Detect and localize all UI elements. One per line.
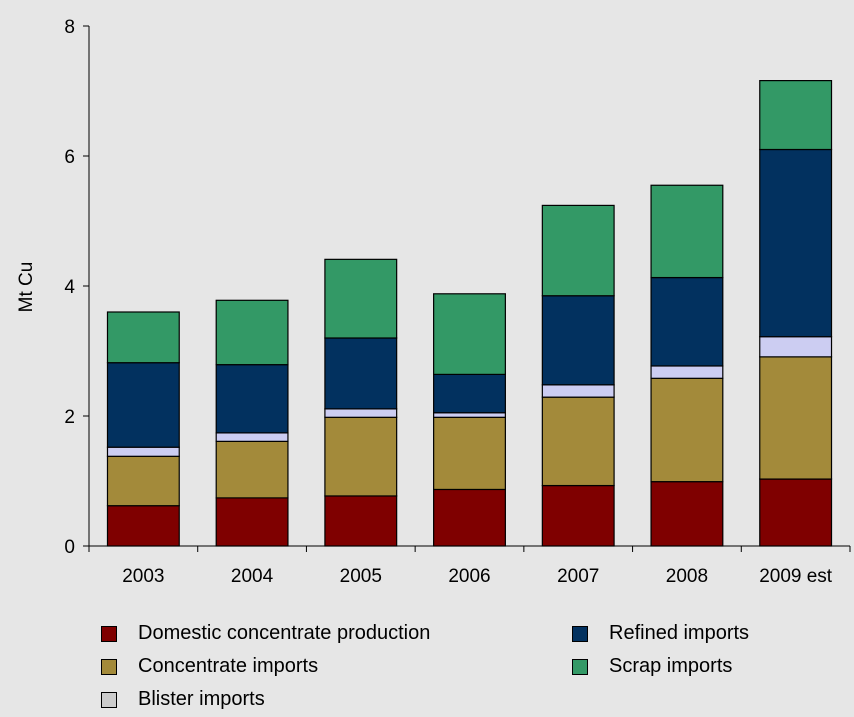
bar-segment-blister-imports — [650, 365, 724, 379]
bar-segment-refined-imports — [215, 364, 289, 434]
bar-segment-domestic-concentrate-production — [215, 497, 289, 547]
bar-segment-refined-imports — [433, 373, 506, 414]
bar-segment-concentrate-imports — [759, 356, 833, 480]
bar-segment-concentrate-imports — [324, 416, 398, 497]
bar-segment-refined-imports — [759, 148, 833, 338]
x-tick-label: 2003 — [122, 566, 164, 587]
bar-segment-concentrate-imports — [433, 416, 506, 491]
y-tick-label: 6 — [64, 147, 75, 168]
bar-segment-domestic-concentrate-production — [433, 488, 506, 547]
bar-segment-scrap-imports — [215, 299, 289, 366]
bar-segment-blister-imports — [324, 408, 398, 418]
x-tick-label: 2005 — [340, 566, 382, 587]
bar-segment-domestic-concentrate-production — [541, 484, 615, 547]
bar-segment-domestic-concentrate-production — [106, 505, 180, 547]
bar-segment-scrap-imports — [650, 184, 724, 279]
bar-segment-refined-imports — [650, 276, 724, 367]
bar-segment-domestic-concentrate-production — [324, 495, 398, 547]
bar-segment-concentrate-imports — [106, 455, 180, 507]
bar-segment-blister-imports — [433, 412, 506, 418]
bars — [106, 79, 833, 547]
y-tick-label: 2 — [64, 407, 75, 428]
bar-segment-refined-imports — [324, 337, 398, 410]
bar-segment-scrap-imports — [541, 204, 615, 297]
bar-segment-concentrate-imports — [650, 377, 724, 483]
y-axis-label: Mt Cu — [16, 262, 37, 313]
axes: 0 2 4 6 8 2003 2004 2005 2006 2007 2008 2009 est — [64, 17, 851, 587]
bar-segment-concentrate-imports — [215, 440, 289, 499]
bar-segment-refined-imports — [541, 295, 615, 386]
bar-segment-domestic-concentrate-production — [650, 481, 724, 547]
x-tick-label: 2008 — [666, 566, 708, 587]
bar-segment-scrap-imports — [759, 79, 833, 151]
x-tick-label: 2007 — [557, 566, 599, 587]
bar-segment-domestic-concentrate-production — [759, 478, 833, 547]
x-tick-label: 2009 est — [759, 566, 833, 587]
bar-segment-scrap-imports — [106, 311, 180, 364]
bar-segment-scrap-imports — [433, 293, 506, 375]
bar-segment-scrap-imports — [324, 258, 398, 339]
bar-segment-blister-imports — [541, 384, 615, 398]
x-tick-label: 2006 — [448, 566, 490, 587]
bar-segment-concentrate-imports — [541, 396, 615, 487]
bar-segment-blister-imports — [759, 336, 833, 358]
y-tick-label: 0 — [64, 537, 75, 558]
bar-segment-refined-imports — [106, 362, 180, 448]
y-tick-label: 4 — [64, 277, 75, 298]
bar-segment-blister-imports — [215, 432, 289, 442]
y-tick-label: 8 — [64, 17, 75, 38]
bar-segment-blister-imports — [106, 446, 180, 457]
x-tick-label: 2004 — [231, 566, 274, 587]
